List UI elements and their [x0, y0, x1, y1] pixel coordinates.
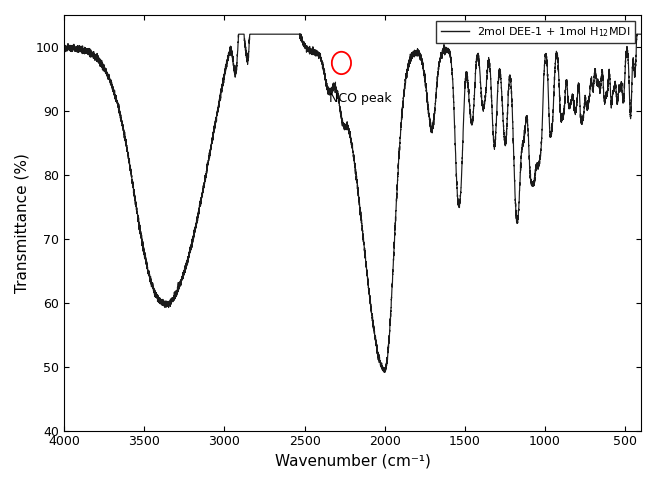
Y-axis label: Transmittance (%): Transmittance (%): [15, 153, 30, 293]
X-axis label: Wavenumber (cm⁻¹): Wavenumber (cm⁻¹): [275, 454, 430, 469]
Text: NCO peak: NCO peak: [329, 92, 391, 105]
Legend: 2mol DEE-1 + 1mol H$_{12}$MDI: 2mol DEE-1 + 1mol H$_{12}$MDI: [436, 20, 636, 43]
